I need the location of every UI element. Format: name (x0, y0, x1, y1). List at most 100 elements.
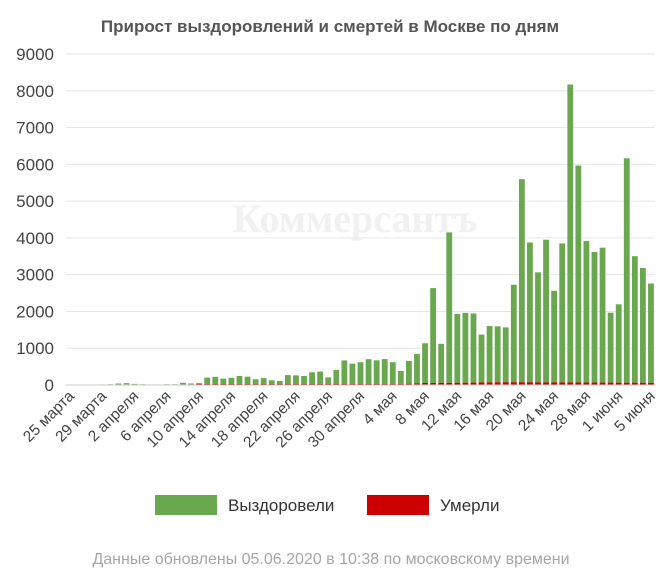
bar-recovered-54 (502, 327, 509, 383)
bar-recovered-58 (535, 272, 541, 383)
bar-recovered-21 (236, 375, 243, 385)
bar-died-66 (599, 382, 606, 385)
bar-recovered-59 (543, 239, 549, 383)
bar-recovered-34 (341, 360, 348, 385)
legend-swatch-died (367, 495, 429, 515)
update-footer: Данные обновлены 05.06.2020 в 10:38 по м… (92, 551, 569, 568)
bar-recovered-38 (373, 360, 380, 385)
bar-recovered-25 (268, 380, 275, 385)
bar-died-56 (518, 382, 525, 385)
bar-died-59 (543, 382, 549, 385)
bar-died-65 (591, 382, 598, 385)
bar-recovered-7 (123, 383, 130, 385)
bar-recovered-29 (301, 376, 307, 385)
bar-died-67 (607, 382, 614, 385)
bar-recovered-53 (494, 326, 501, 383)
bar-died-72 (648, 382, 654, 385)
bar-died-54 (502, 382, 509, 385)
bar-recovered-36 (357, 362, 364, 385)
bar-recovered-42 (406, 360, 412, 384)
bar-recovered-22 (244, 376, 251, 385)
bar-died-64 (583, 382, 590, 385)
legend-label-recovered: Выздоровели (228, 496, 334, 515)
bar-died-63 (575, 382, 582, 385)
bar-recovered-67 (607, 312, 614, 383)
bar-died-46 (438, 382, 445, 385)
bar-recovered-66 (599, 247, 606, 383)
y-tick-label: 8000 (16, 82, 54, 101)
bar-recovered-45 (430, 288, 437, 383)
bar-recovered-26 (276, 380, 283, 385)
bar-recovered-47 (446, 232, 453, 383)
bar-died-45 (430, 382, 437, 385)
bar-recovered-69 (623, 158, 630, 383)
bar-recovered-28 (293, 375, 299, 385)
bar-died-71 (639, 382, 646, 385)
bar-recovered-41 (397, 371, 404, 384)
bar-recovered-48 (454, 314, 461, 383)
legend-swatch-recovered (155, 495, 217, 515)
bar-recovered-19 (220, 378, 227, 385)
gridlines (66, 53, 655, 386)
bar-died-55 (510, 382, 517, 385)
bar-died-44 (422, 382, 428, 385)
y-axis: 0 1000 2000 3000 4000 5000 6000 7000 8000 9000 (16, 45, 54, 395)
bar-died-40 (389, 383, 396, 385)
bar-recovered-33 (333, 369, 340, 385)
bar-recovered-37 (365, 359, 372, 385)
bar-recovered-27 (284, 375, 291, 385)
bar-recovered-44 (422, 343, 428, 383)
bar-recovered-62 (567, 84, 574, 383)
bar-recovered-30 (309, 372, 315, 385)
chart-title: Прирост выздоровлений и смертей в Москве… (101, 17, 559, 36)
bar-recovered-52 (486, 326, 493, 383)
y-tick-label: 3000 (16, 266, 54, 285)
y-tick-label: 9000 (16, 45, 54, 64)
bar-recovered-15 (188, 383, 194, 385)
bar-recovered-65 (591, 252, 598, 383)
bar-recovered-35 (349, 363, 356, 385)
bar-died-57 (527, 382, 533, 385)
bar-recovered-14 (180, 382, 186, 385)
bar-recovered-68 (615, 304, 622, 383)
bar-recovered-51 (478, 334, 485, 383)
y-tick-label: 0 (45, 376, 54, 395)
bar-died-52 (486, 382, 493, 385)
bar-died-51 (478, 382, 485, 385)
bar-recovered-6 (115, 383, 122, 385)
bar-recovered-46 (438, 343, 445, 383)
bar-died-58 (535, 382, 541, 385)
bar-recovered-56 (518, 179, 525, 383)
bar-died-60 (551, 382, 558, 385)
bar-died-62 (567, 382, 574, 385)
bar-recovered-64 (583, 240, 590, 383)
bar-recovered-72 (648, 283, 654, 383)
bar-recovered-17 (204, 377, 211, 385)
bars (67, 84, 654, 385)
bar-recovered-8 (131, 383, 138, 385)
bar-recovered-23 (252, 379, 259, 385)
y-tick-label: 1000 (16, 339, 54, 358)
bar-recovered-40 (389, 362, 396, 384)
bar-recovered-39 (381, 359, 388, 385)
bar-died-47 (446, 382, 453, 385)
bar-died-53 (494, 382, 501, 385)
y-tick-label: 6000 (16, 155, 54, 174)
bar-recovered-31 (317, 371, 324, 385)
bar-recovered-32 (325, 377, 332, 385)
bar-recovered-60 (551, 290, 558, 383)
bar-recovered-63 (575, 165, 582, 383)
bar-recovered-71 (639, 268, 646, 383)
x-tick-label: 4 мая (360, 388, 401, 429)
bar-recovered-49 (462, 312, 469, 383)
bar-died-49 (462, 382, 469, 385)
legend-label-died: Умерли (440, 496, 499, 515)
bar-recovered-55 (510, 284, 517, 383)
bar-died-50 (470, 382, 477, 385)
bar-recovered-50 (470, 313, 477, 383)
bar-recovered-61 (559, 243, 566, 383)
bar-died-42 (406, 383, 412, 385)
bar-recovered-70 (631, 256, 638, 383)
watermark-logo: Коммерсантъ (233, 196, 478, 241)
